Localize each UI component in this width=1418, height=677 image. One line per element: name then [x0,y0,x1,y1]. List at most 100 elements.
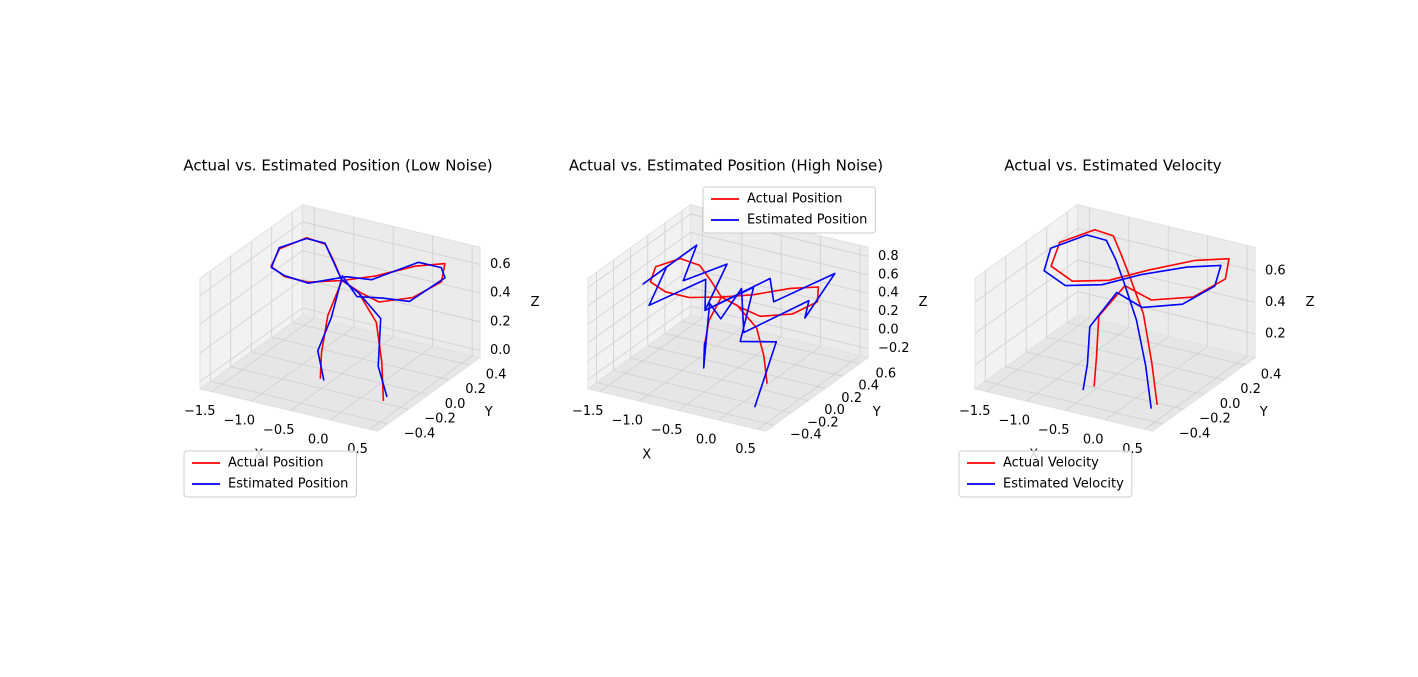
y-tick-label: −0.4 [404,426,436,441]
legend-label: Estimated Position [747,213,867,228]
grid-line [757,355,861,430]
grid-line [717,345,821,421]
y-tick-label: 0.0 [824,403,845,418]
x-tick-label: −1.5 [184,404,216,419]
z-tick-label: 0.4 [878,286,899,301]
grid-line [199,250,303,325]
grid-line [199,307,303,382]
z-tick-label: 0.6 [878,267,899,282]
grid-line [639,327,743,402]
grid-line [230,366,409,410]
z-tick-label: 0.6 [1265,263,1286,278]
chart-title: Actual vs. Estimated Velocity [1004,157,1221,175]
x-tick-label: 0.0 [308,432,329,447]
grid-line [1067,322,1245,366]
legend: Actual Position Estimated Position [702,186,876,234]
grid-line [199,278,303,354]
y-tick-label: 0.6 [875,366,896,381]
y-tick-label: −0.2 [1199,412,1231,427]
grid-line [599,317,703,392]
y-tick-label: 0.0 [445,397,466,412]
z-tick-label: 0.2 [490,314,511,329]
grid-line [1077,291,1256,335]
grid-line [587,268,691,344]
series-line [270,237,446,398]
grid-line [664,333,843,377]
legend-label: Actual Position [747,192,842,207]
chart-title: Actual vs. Estimated Position (High Nois… [569,157,883,175]
z-tick-label: 0.6 [490,257,511,272]
legend-label: Estimated Position [228,477,348,492]
y-axis-label: Y [484,405,493,420]
grid-line [587,250,691,325]
z-tick-label: 0.0 [490,343,511,358]
grid-line [974,228,1078,303]
z-axis-label: Z [919,295,928,310]
x-tick-label: −0.5 [651,423,683,438]
grid-line [292,322,470,366]
y-tick-label: 0.2 [841,391,862,406]
y-axis-label: Y [1259,405,1268,420]
series-line [642,244,836,408]
z-tick-label: 0.4 [490,286,511,301]
x-tick-label: −0.5 [263,423,295,438]
z-tick-label: 0.2 [878,304,899,319]
x-tick-label: −1.5 [572,404,604,419]
legend-label: Actual Position [228,456,323,471]
grid-line [690,231,869,276]
legend: Actual Velocity Estimated Velocity [958,450,1133,498]
y-tick-label: 0.4 [486,368,507,383]
z-tick-label: 0.0 [878,323,899,338]
grid-line [630,357,809,401]
y-tick-label: 0.2 [465,382,486,397]
z-tick-label: 0.8 [878,249,899,264]
x-tick-label: 0.0 [1083,432,1104,447]
z-tick-label: 0.2 [1265,326,1286,341]
legend-box [183,450,357,498]
z-tick-label: −0.2 [878,341,910,356]
legend-label: Estimated Velocity [1003,477,1124,492]
x-axis-label: X [642,448,651,463]
legend-box [958,450,1133,498]
pane-z [586,314,870,432]
y-tick-label: −0.4 [1179,426,1211,441]
x-tick-label: 0.0 [696,432,717,447]
grid-line [690,305,869,349]
grid-line [1026,351,1204,395]
x-tick-label: −1.0 [223,414,255,429]
y-tick-label: 0.4 [858,379,879,394]
grid-line [613,369,792,414]
legend-label: Actual Velocity [1003,456,1099,471]
grid-line [678,336,782,411]
legend-box [702,186,876,234]
x-tick-label: −1.0 [611,414,643,429]
grid-line [596,382,775,426]
grid-line [985,381,1163,425]
grid-line [271,336,450,381]
x-tick-label: 0.5 [735,442,756,457]
grid-line [1046,336,1225,381]
x-tick-label: −0.5 [1038,423,1070,438]
y-tick-label: −0.2 [807,415,839,430]
grid-line [647,345,826,389]
y-tick-label: 0.4 [1261,368,1282,383]
y-tick-label: 0.0 [1220,397,1241,412]
y-axis-label: Y [872,405,881,420]
legend: Actual Position Estimated Position [183,450,357,498]
y-tick-label: −0.2 [424,412,456,427]
z-tick-label: 0.4 [1265,295,1286,310]
grid-line [1077,228,1256,272]
x-tick-label: −1.0 [998,414,1030,429]
y-tick-label: 0.2 [1240,382,1261,397]
grid-line [199,221,303,296]
y-tick-label: −0.4 [790,428,822,443]
grid-line [587,305,691,380]
grid-line [974,291,1078,366]
series-line [1043,234,1222,409]
grid-line [587,213,691,288]
z-axis-label: Z [531,295,540,310]
z-axis-label: Z [1306,295,1315,310]
grid-line [1077,259,1256,303]
grid-line [690,250,869,294]
